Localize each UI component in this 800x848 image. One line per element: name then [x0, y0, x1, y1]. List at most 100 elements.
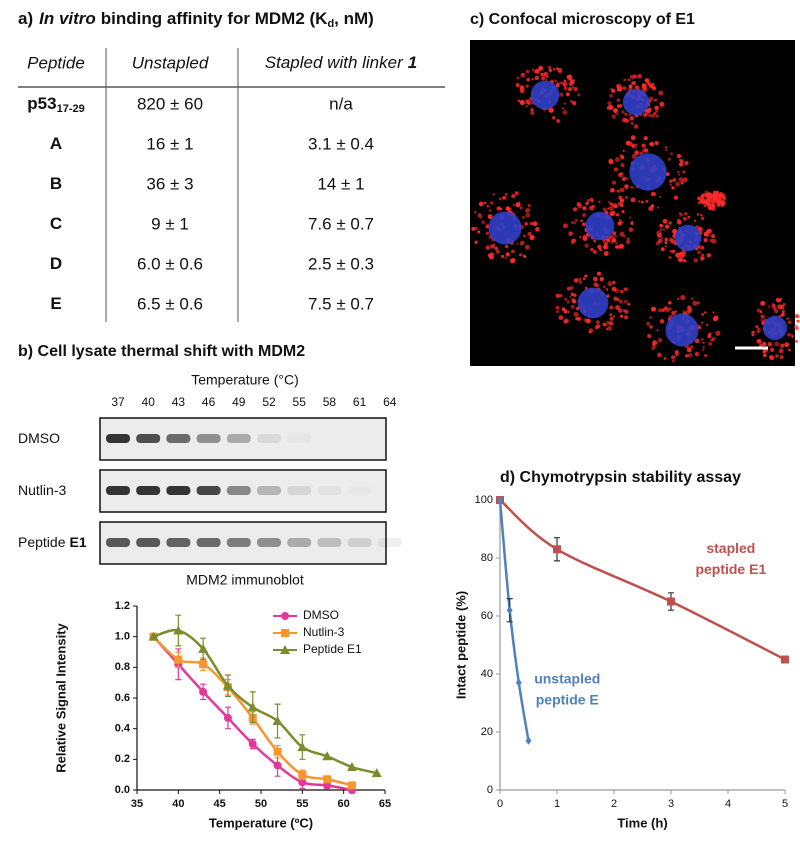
cell-signal — [774, 341, 780, 347]
cell-signal — [487, 214, 493, 220]
cell-signal — [642, 112, 648, 118]
cell-signal — [659, 223, 663, 228]
cell-signal — [615, 305, 621, 310]
cell-signal — [647, 107, 652, 112]
point — [553, 545, 561, 554]
cell-signal — [682, 177, 688, 183]
cell-signal — [672, 178, 677, 182]
cell-signal — [556, 119, 561, 123]
cell-signal — [654, 105, 659, 111]
cell: 7.6 ± 0.7 — [308, 214, 374, 233]
cell-signal — [620, 289, 624, 294]
cell-signal — [780, 343, 785, 349]
title-text: binding affinity for MDM2 (K — [101, 9, 328, 28]
cell-signal — [570, 292, 574, 296]
cell-signal — [573, 311, 579, 317]
cell-signal — [630, 197, 636, 203]
cell-signal — [607, 207, 610, 210]
cell-signal — [529, 221, 534, 226]
cell-signal — [687, 215, 691, 219]
band — [196, 486, 221, 495]
cell-signal — [624, 309, 629, 314]
cell-signal — [492, 193, 495, 196]
cell-signal — [659, 228, 663, 231]
temperature-label: 49 — [232, 395, 246, 409]
lane-label: DMSO — [18, 430, 60, 446]
temperature-label: 40 — [142, 395, 156, 409]
cell-signal — [786, 317, 789, 320]
y-tick-label: 60 — [481, 610, 493, 622]
cell-signal — [768, 355, 772, 359]
cell-signal — [649, 316, 652, 319]
band — [196, 434, 221, 443]
cell-signal — [560, 81, 563, 85]
cell-signal — [534, 69, 539, 74]
cell-signal — [556, 67, 559, 70]
cell-signal — [588, 330, 592, 334]
band — [257, 486, 281, 495]
cell-signal — [654, 140, 659, 146]
cell-signal — [711, 238, 717, 244]
cell-signal — [698, 325, 702, 330]
fit-curve — [499, 499, 786, 661]
cell-signal — [692, 300, 698, 306]
cell-signal — [547, 65, 552, 70]
cell-signal — [609, 211, 615, 217]
cell-signal — [630, 222, 633, 225]
cell-signal — [609, 305, 614, 310]
cell-signal — [702, 346, 705, 349]
cell-signal — [548, 68, 552, 73]
cell-signal — [575, 317, 579, 321]
cell-signal — [562, 81, 568, 87]
cell-signal — [755, 325, 759, 329]
point — [248, 740, 257, 748]
point — [525, 736, 532, 745]
cell-signal — [659, 101, 665, 107]
cell-signal — [660, 247, 665, 252]
cell-signal — [613, 167, 618, 172]
cell-signal — [552, 116, 555, 119]
cell-signal — [626, 239, 630, 244]
cell-signal — [511, 249, 515, 254]
cell-signal — [510, 257, 516, 263]
cell-signal — [584, 243, 589, 248]
cell-signal — [701, 194, 705, 198]
band — [136, 486, 161, 495]
cell-signal — [624, 195, 629, 200]
cell: 6.0 ± 0.6 — [137, 254, 203, 273]
lane-label: Nutlin-3 — [18, 482, 66, 498]
cell-signal — [616, 189, 620, 193]
cell-signal — [656, 206, 660, 209]
cell-signal — [605, 288, 609, 291]
cell-signal — [579, 235, 582, 238]
cell-signal — [651, 346, 655, 350]
cell-signal — [665, 172, 670, 177]
cell-signal — [629, 116, 634, 121]
cell-signal — [627, 78, 631, 82]
band — [196, 538, 221, 547]
cell-signal — [787, 320, 792, 324]
cell-signal — [674, 352, 679, 357]
x-tick-label: 35 — [131, 798, 143, 810]
cell-signal — [517, 99, 521, 103]
row-name-text: E — [50, 294, 61, 313]
cell-signal — [634, 150, 640, 156]
cell-signal — [619, 299, 623, 304]
cell-signal — [502, 195, 507, 200]
title-sub: d — [327, 18, 334, 30]
cell-signal — [682, 216, 687, 221]
cell-signal — [481, 220, 485, 225]
cell-signal — [531, 237, 535, 240]
cell-signal — [607, 281, 613, 287]
cell-signal — [575, 306, 580, 311]
cell-signal — [715, 330, 721, 336]
panel-label: a) — [18, 9, 33, 28]
cell-signal — [584, 274, 588, 278]
cell-signal — [498, 197, 502, 201]
cell-signal — [779, 355, 784, 360]
cell-signal — [608, 159, 614, 165]
cell-signal — [524, 221, 528, 226]
annotation: peptide E1 — [695, 561, 766, 577]
cell-signal — [607, 101, 612, 106]
